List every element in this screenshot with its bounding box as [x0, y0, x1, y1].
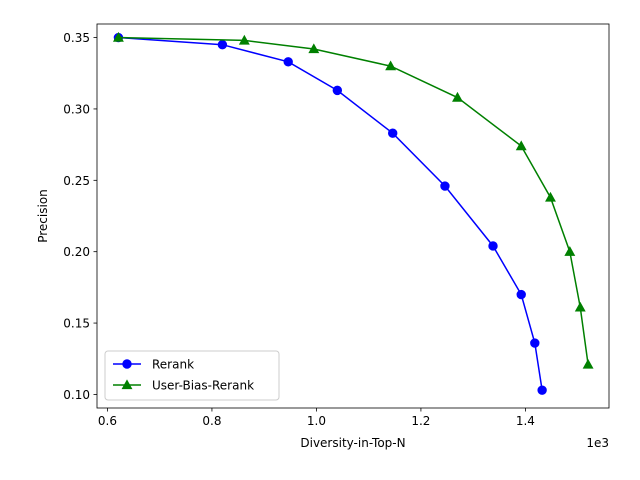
y-tick-label: 0.20: [63, 245, 90, 259]
x-axis-label: Diversity-in-Top-N: [300, 436, 405, 450]
x-tick-label: 0.8: [202, 414, 221, 428]
series-line: [118, 36, 589, 365]
data-point: [452, 91, 463, 102]
y-tick-label: 0.10: [63, 388, 90, 402]
data-point: [515, 140, 527, 151]
data-point: [545, 191, 556, 202]
data-point: [385, 60, 397, 71]
series-user-bias-rerank: [112, 31, 594, 369]
data-point: [112, 31, 124, 42]
data-point: [440, 181, 450, 191]
legend-marker: [122, 359, 132, 369]
legend-item: User-Bias-Rerank: [113, 379, 254, 393]
legend-label: User-Bias-Rerank: [152, 379, 254, 393]
legend-item: Rerank: [113, 358, 194, 372]
data-point: [537, 385, 547, 395]
data-point: [217, 39, 228, 50]
data-point: [530, 338, 540, 348]
plot-frame: [96, 23, 610, 409]
legend-label: Rerank: [152, 358, 194, 372]
x-tick-label: 1.2: [411, 414, 430, 428]
legend-box: [104, 350, 280, 401]
y-tick-label: 0.35: [63, 31, 90, 45]
data-point: [564, 246, 576, 256]
data-point: [238, 34, 250, 45]
legend-marker: [121, 379, 133, 390]
y-axis-label: Precision: [36, 189, 50, 243]
data-point: [516, 289, 526, 300]
x-axis-ticks: 0.6 0.8 1.0 1.2 1.4: [98, 408, 535, 428]
series-layer: [112, 31, 594, 395]
x-tick-label: 0.6: [98, 414, 117, 428]
data-point: [582, 358, 594, 369]
y-tick-label: 0.25: [63, 174, 90, 188]
x-tick-label: 1.0: [307, 414, 326, 428]
data-point: [574, 301, 586, 312]
data-point: [332, 85, 343, 96]
series-line: [118, 36, 543, 391]
data-point: [488, 241, 498, 251]
y-tick-label: 0.15: [63, 317, 90, 331]
x-tick-label: 1.4: [516, 414, 535, 428]
plot-area: [97, 24, 609, 408]
y-tick-label: 0.30: [63, 102, 90, 116]
data-point: [283, 57, 293, 67]
data-point: [388, 128, 398, 138]
x-axis-offset-label: 1e3: [586, 436, 609, 450]
data-point: [308, 43, 320, 54]
y-axis-ticks: 0.10 0.15 0.20 0.25 0.30 0.35: [63, 31, 97, 402]
legend: Rerank User-Bias-Rerank: [104, 350, 280, 401]
